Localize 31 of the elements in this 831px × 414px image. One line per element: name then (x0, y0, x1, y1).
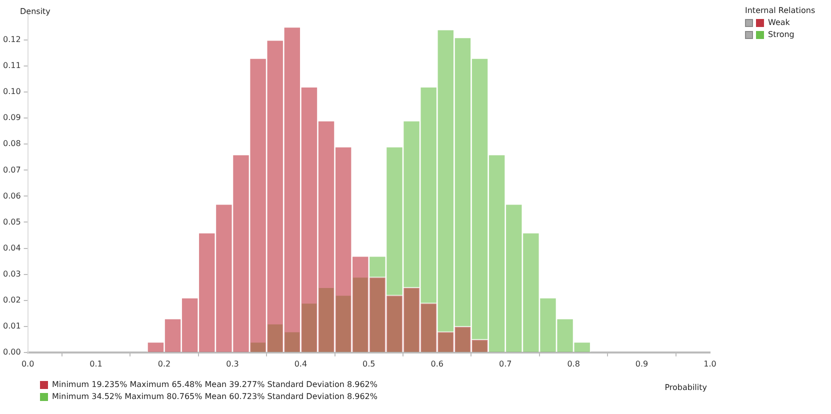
y-tick-label: 0.05 (3, 217, 21, 226)
y-tick-label: 0.12 (3, 35, 21, 44)
legend-label: Weak (768, 18, 790, 27)
x-tick-label: 0.5 (362, 359, 376, 368)
x-tick-label: 0.1 (90, 359, 102, 368)
x-tick-label: 0.7 (498, 359, 512, 368)
x-tick-label: 0.4 (294, 359, 308, 368)
text: Minimum 34.52% Maximum 80.765% Mean 60.723% Standard Deviation 8.962% (52, 392, 378, 401)
y-tick-label: 0.03 (3, 269, 21, 278)
y-tick-label: 0.06 (3, 191, 21, 200)
y-tick-label: 0.02 (3, 295, 21, 304)
y-tick-label: 0.10 (3, 87, 21, 96)
x-tick-label: 1.0 (704, 359, 716, 368)
y-tick-label: 0.00 (3, 347, 21, 356)
legend-title: Internal Relations (745, 6, 816, 15)
legend-label: Strong (768, 30, 794, 39)
y-axis-title: Density (20, 7, 51, 16)
x-tick-label: 0.6 (430, 359, 444, 368)
x-tick-label: 0.0 (21, 359, 34, 368)
x-tick-label: 0.2 (158, 359, 171, 368)
x-tick-label: 0.8 (567, 359, 580, 368)
y-tick-label: 0.01 (3, 321, 21, 330)
x-tick-label: 0.3 (226, 359, 239, 368)
x-tick-label: 0.9 (635, 359, 648, 368)
x-axis-title: Probability (664, 383, 708, 392)
y-tick-label: 0.07 (3, 165, 21, 174)
text: Minimum 19.235% Maximum 65.48% Mean 39.277% Standard Deviation 8.962% (52, 380, 378, 389)
y-tick-label: 0.08 (3, 139, 21, 148)
y-tick-label: 0.09 (3, 113, 21, 122)
y-tick-label: 0.11 (3, 61, 21, 70)
y-tick-label: 0.04 (3, 243, 21, 252)
